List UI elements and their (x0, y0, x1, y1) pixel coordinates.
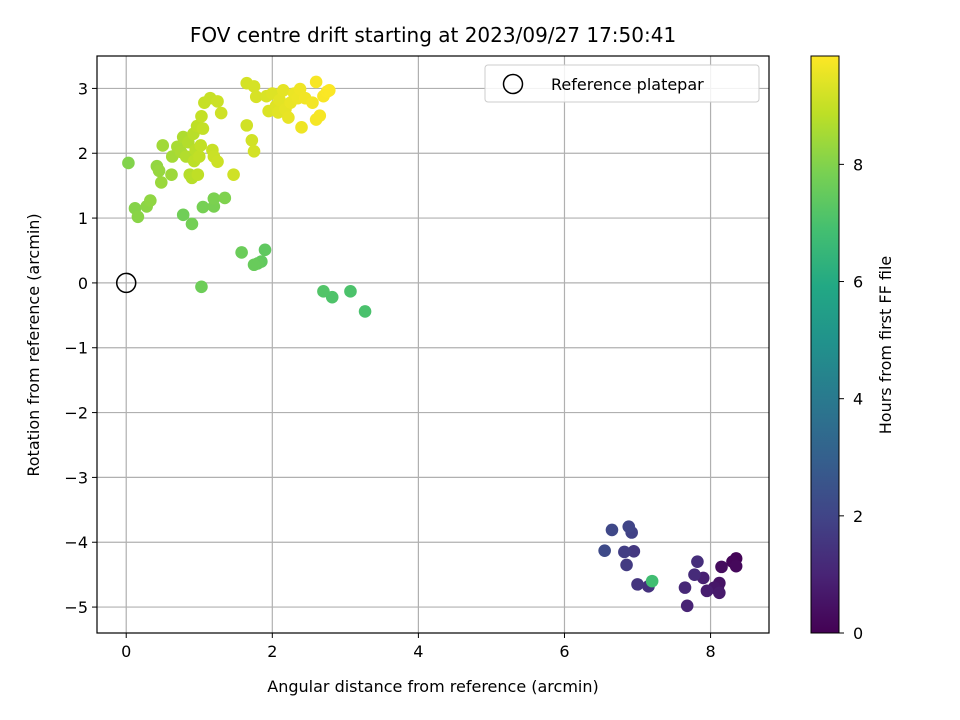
data-point (295, 121, 308, 134)
colorbar-tick-label: 8 (853, 155, 863, 174)
data-point (196, 122, 210, 135)
x-tick-label: 2 (267, 642, 277, 661)
grid (97, 56, 769, 633)
y-tick-label: 1 (78, 209, 88, 228)
y-tick-label: −3 (64, 468, 88, 487)
data-point (700, 584, 714, 598)
data-point (273, 93, 286, 107)
data-point (249, 90, 263, 104)
legend-entry-reference: Reference platepar (551, 75, 704, 94)
data-point (247, 80, 261, 93)
data-point (317, 285, 330, 298)
data-point (620, 558, 633, 572)
x-tick-label: 4 (413, 642, 423, 661)
reference-platepar-marker (115, 272, 137, 294)
data-point (144, 194, 157, 207)
x-axis-label: Angular distance from reference (arcmin) (267, 677, 598, 696)
data-point (195, 109, 208, 123)
data-point (192, 150, 206, 163)
data-point (152, 164, 166, 178)
colorbar-tick-label: 6 (853, 273, 863, 292)
data-point (276, 84, 290, 97)
x-tick-label: 6 (559, 642, 569, 661)
y-tick-label: 2 (78, 144, 88, 163)
legend: Reference platepar (484, 64, 760, 103)
data-point (247, 145, 261, 158)
y-tick-label: −5 (64, 598, 88, 617)
data-point (618, 545, 631, 559)
data-point (598, 544, 611, 557)
colorbar-label: Hours from first FF file (876, 256, 895, 435)
data-point (211, 95, 224, 108)
data-point (240, 119, 254, 132)
data-point (218, 191, 232, 205)
data-point (154, 176, 168, 189)
x-tick-label: 8 (705, 642, 715, 661)
x-axis-ticks: 0 2 4 6 8 (121, 633, 716, 661)
data-point (227, 168, 240, 181)
colorbar-tick-label: 4 (853, 390, 863, 409)
data-point (165, 168, 178, 181)
data-point (282, 111, 295, 124)
data-point (645, 574, 659, 588)
data-point (306, 96, 319, 109)
y-axis-label: Rotation from reference (arcmin) (24, 213, 43, 476)
data-point (622, 520, 636, 533)
data-point (313, 109, 327, 122)
y-axis-ticks: −5 −4 −3 −2 −1 0 1 2 3 (64, 79, 97, 617)
data-point (344, 285, 357, 298)
data-point (258, 243, 272, 257)
data-point (247, 258, 261, 272)
colorbar-tick-label: 2 (853, 507, 863, 526)
data-points (122, 75, 743, 613)
chart-title: FOV centre drift starting at 2023/09/27 … (190, 23, 676, 47)
data-point (631, 578, 644, 591)
data-point (122, 156, 135, 170)
data-point (176, 208, 190, 222)
data-point (678, 581, 692, 594)
data-point (605, 523, 619, 537)
data-point (214, 106, 228, 120)
data-point (691, 555, 704, 568)
plot-frame (96, 55, 770, 634)
reference-marker-layer (115, 272, 137, 294)
data-point (680, 599, 694, 613)
data-point (309, 75, 323, 89)
colorbar-gradient (810, 55, 840, 634)
data-point (713, 586, 726, 600)
y-tick-label: 3 (78, 79, 88, 98)
data-point (191, 168, 205, 181)
y-tick-label: −4 (64, 533, 88, 552)
colorbar-ticks: 0 2 4 6 8 (839, 155, 863, 643)
data-point (211, 155, 224, 168)
data-point (131, 210, 145, 224)
y-tick-label: −2 (64, 404, 88, 423)
colorbar-tick-label: 0 (853, 624, 863, 643)
legend-reference-marker (502, 73, 524, 95)
data-point (627, 545, 641, 558)
colorbar: 0 2 4 6 8 Hours from first FF file (810, 55, 895, 643)
data-point (207, 192, 221, 205)
data-point (196, 200, 210, 214)
x-tick-label: 0 (121, 642, 131, 661)
data-point (688, 568, 701, 581)
data-point (156, 139, 170, 152)
data-point (715, 560, 728, 574)
data-point (195, 280, 208, 294)
data-point (194, 139, 208, 152)
y-tick-label: −1 (64, 339, 88, 358)
data-point (358, 305, 372, 318)
data-point (185, 217, 199, 231)
data-point (245, 133, 259, 147)
y-tick-label: 0 (78, 274, 88, 293)
data-point (729, 559, 743, 573)
legend-box (484, 64, 760, 103)
data-point (235, 246, 248, 259)
data-point (322, 84, 336, 97)
